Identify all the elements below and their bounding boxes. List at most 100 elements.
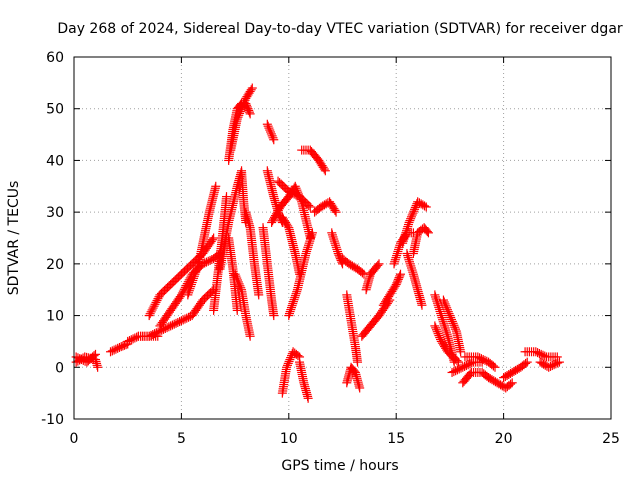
data-point [286, 303, 296, 313]
data-point [187, 277, 197, 287]
data-point [405, 257, 415, 267]
data-point [233, 112, 243, 122]
data-point [423, 228, 433, 238]
data-point [236, 283, 246, 293]
data-point [453, 357, 463, 367]
data-point [302, 244, 312, 254]
data-point [390, 257, 400, 267]
data-point [353, 357, 363, 367]
data-point [441, 325, 451, 335]
data-point [392, 251, 402, 261]
data-point [438, 315, 448, 325]
data-point [440, 299, 450, 309]
data-point [403, 220, 413, 230]
data-point [420, 201, 430, 211]
data-point [431, 325, 441, 335]
data-point [288, 297, 298, 307]
x-tick-label: 10 [280, 431, 298, 447]
data-point [286, 305, 296, 315]
data-point [293, 351, 303, 361]
data-point [435, 333, 445, 343]
data-points [71, 83, 564, 403]
data-point [290, 181, 300, 191]
data-point [284, 309, 294, 319]
data-point [328, 232, 338, 242]
data-point [406, 212, 416, 222]
data-point [408, 208, 418, 218]
data-point [191, 267, 201, 277]
y-tick-label: -10 [41, 412, 64, 428]
data-point [403, 253, 413, 263]
data-point [522, 357, 532, 367]
data-point [292, 287, 302, 297]
data-point [239, 97, 249, 107]
data-point [284, 311, 294, 321]
data-point [389, 259, 399, 269]
data-point [406, 214, 416, 224]
data-point [189, 273, 199, 283]
data-point [285, 307, 295, 317]
data-point [451, 324, 461, 334]
data-point [153, 294, 163, 304]
data-point [235, 281, 245, 291]
data-point [521, 358, 531, 368]
data-point [244, 107, 254, 117]
y-tick-label: 50 [46, 102, 64, 118]
data-point [490, 362, 500, 372]
data-point [146, 307, 156, 317]
data-point [431, 294, 441, 304]
data-point [390, 255, 400, 265]
data-point [398, 238, 408, 248]
data-point [293, 189, 303, 199]
data-point [288, 299, 298, 309]
data-point [191, 265, 201, 275]
data-point [403, 251, 413, 261]
data-point [442, 303, 452, 313]
data-point [233, 275, 243, 285]
data-point [283, 358, 293, 368]
data-point [554, 357, 564, 367]
data-point [444, 309, 454, 319]
data-point [553, 358, 563, 368]
data-point [431, 323, 441, 333]
data-point [237, 103, 247, 113]
data-point [327, 228, 337, 238]
data-point [439, 297, 449, 307]
data-point [266, 129, 276, 139]
data-point [290, 291, 300, 301]
data-point [434, 331, 444, 341]
tick-labels: 0 5 10 15 20 25 -10 0 10 20 30 40 50 60 [41, 50, 620, 447]
y-axis-label: SDTVAR / TECUs [6, 181, 22, 296]
data-point [302, 246, 312, 256]
data-point [222, 192, 232, 202]
data-point [285, 355, 295, 365]
data-point [392, 249, 402, 259]
x-tick-label: 25 [602, 431, 620, 447]
data-point [441, 327, 451, 337]
data-point [447, 314, 457, 324]
data-point [232, 305, 242, 315]
data-point [265, 125, 275, 135]
data-point [254, 290, 264, 300]
x-tick-label: 20 [495, 431, 513, 447]
data-point [144, 311, 154, 321]
data-point [395, 271, 405, 281]
data-point [433, 329, 443, 339]
data-point [151, 297, 161, 307]
data-point [327, 230, 337, 240]
data-point [434, 302, 444, 312]
data-point [245, 331, 255, 341]
data-point [294, 191, 304, 201]
data-point [304, 240, 314, 250]
data-point [408, 267, 418, 277]
data-point [441, 301, 451, 311]
data-point [290, 293, 300, 303]
data-point [436, 311, 446, 321]
y-tick-label: 10 [46, 309, 64, 325]
data-point [233, 277, 243, 287]
data-point [145, 309, 155, 319]
data-point [287, 301, 297, 311]
data-point [291, 183, 301, 193]
data-point [234, 110, 244, 120]
